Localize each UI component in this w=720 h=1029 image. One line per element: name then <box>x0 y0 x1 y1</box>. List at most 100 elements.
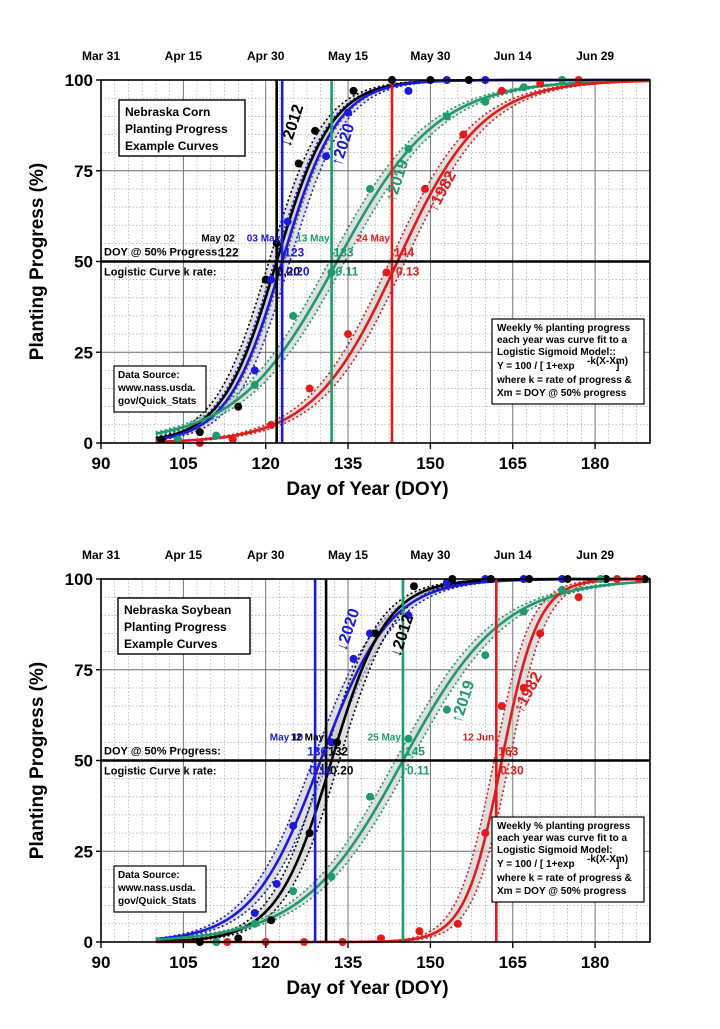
data-point-2012 <box>272 239 281 248</box>
data-points <box>157 76 583 447</box>
data-point-1982 <box>382 268 391 277</box>
date50-label-2012: May 02 <box>201 234 235 245</box>
model-line: Weekly % planting progress <box>497 821 631 832</box>
doy50-label: DOY @ 50% Progress: <box>104 247 221 259</box>
y-axis-title: Planting Progress (%) <box>27 662 48 859</box>
k-rate-value-1982: 0.30 <box>500 764 524 778</box>
data-point-2020 <box>404 86 413 95</box>
data-point-2019 <box>289 887 298 896</box>
x-tick-label: 105 <box>169 454 197 473</box>
top-date-label: Jun 29 <box>576 49 614 63</box>
data-point-2020 <box>272 879 281 888</box>
title-line: Nebraska Corn <box>125 105 210 119</box>
data-point-1982 <box>481 829 490 838</box>
chart-panel-2: 90 105 120 135 150 165 180 0 25 50 75 100 Mar 31 Apr … <box>27 548 651 999</box>
data-point-2019 <box>289 311 298 320</box>
data-point-2020 <box>250 908 259 917</box>
confidence-band-2020 <box>155 579 650 940</box>
model-box <box>491 318 645 405</box>
x-tick-label: 120 <box>252 953 280 972</box>
model-line: Logistic Sigmoid Model:: <box>497 347 616 358</box>
x-tick-label: 105 <box>169 953 197 972</box>
x-tick-label: 165 <box>499 454 527 473</box>
source-line: Data Source: <box>118 870 180 881</box>
title-line: Planting Progress <box>124 620 227 634</box>
data-point-2019 <box>366 792 375 801</box>
k-rate-value-2020: 0.16 <box>309 764 333 778</box>
top-date-label: May 30 <box>410 548 450 562</box>
data-point-2019 <box>442 112 451 121</box>
model-line: each year was curve fit to a <box>497 335 628 346</box>
date50-label-2019: 25 May <box>368 733 402 744</box>
top-date-label: May 15 <box>328 548 368 562</box>
y-tick-label: 50 <box>74 752 93 771</box>
doy50-value-1982: 163 <box>498 745 518 759</box>
y-tick-label: 75 <box>74 661 93 680</box>
data-point-1982 <box>536 79 545 88</box>
data-point-1982 <box>519 683 528 692</box>
date50-label-2019: 13 May <box>296 234 330 245</box>
data-point-2020 <box>404 611 413 620</box>
model-exponent: -k(X-Xm) <box>587 854 628 865</box>
date50-label-1982: 24 May <box>357 234 391 245</box>
chart-panel-1: 90 105 120 135 150 165 180 0 25 50 75 100 Mar 31 Apr … <box>27 49 651 500</box>
source-box <box>113 865 207 913</box>
fit-curve-2019 <box>155 79 651 435</box>
doy50-value-2019: 133 <box>334 246 354 260</box>
top-date-label: Jun 29 <box>576 548 614 562</box>
model-line: Logistic Sigmoid Model: <box>497 845 613 856</box>
data-point-2012 <box>371 629 380 638</box>
data-point-2019 <box>519 83 528 92</box>
doy50-value-2020: 130 <box>307 745 327 759</box>
data-point-2019 <box>404 144 413 153</box>
data-point-2012 <box>333 738 342 747</box>
x-tick-label: 180 <box>581 454 609 473</box>
y-tick-label: 75 <box>74 162 93 181</box>
x-tick-label: 135 <box>334 953 362 972</box>
top-date-label: Jun 14 <box>494 49 532 63</box>
model-formula: Y = 100 / [ 1+exp <box>497 859 575 870</box>
y-axis-title: Planting Progress (%) <box>27 163 48 360</box>
data-point-1982 <box>415 927 424 936</box>
data-point-2012 <box>409 582 418 591</box>
data-point-2019 <box>442 705 451 714</box>
data-point-2020 <box>344 108 353 117</box>
k-rate-value-2019: 0.11 <box>336 265 359 279</box>
data-point-1982 <box>420 184 429 193</box>
data-point-2019 <box>250 919 259 928</box>
model-line: Xm = DOY @ 50% progress <box>497 886 627 897</box>
doy50-value-2020: 123 <box>284 246 304 260</box>
upper-bound-1982 <box>155 79 651 443</box>
top-date-label: Mar 31 <box>82 548 120 562</box>
k-rate-value-2020: 0.20 <box>286 265 310 279</box>
data-point-2019 <box>327 268 336 277</box>
date50-label-2020: 03 May <box>247 234 281 245</box>
k-rate-value-2012: 0.20 <box>330 764 354 778</box>
doy50-value-2012: 122 <box>219 246 239 260</box>
title-line: Example Curves <box>125 139 219 153</box>
model-formula: Y = 100 / [ 1+exp <box>497 361 575 372</box>
model-bracket: ] <box>616 361 619 372</box>
top-date-label: Jun 14 <box>494 548 532 562</box>
model-exponent: -k(X-Xm) <box>587 356 628 367</box>
data-point-1982 <box>497 86 506 95</box>
data-point-2019 <box>481 651 490 660</box>
top-date-label: Apr 30 <box>247 49 285 63</box>
doy50-value-2019: 145 <box>405 745 425 759</box>
data-point-2020 <box>349 654 358 663</box>
data-point-2012 <box>234 934 243 943</box>
top-date-label: Apr 15 <box>165 548 203 562</box>
data-point-2019 <box>327 872 336 881</box>
fit-curve-1982 <box>155 79 651 444</box>
upper-bound-2019 <box>155 79 651 433</box>
source-line: gov/Quick_Stats <box>118 896 197 907</box>
data-point-1982 <box>344 330 353 339</box>
data-point-1982 <box>376 934 385 943</box>
y-tick-label: 100 <box>65 570 93 589</box>
model-box <box>491 816 645 903</box>
k-rate-value-2019: 0.11 <box>407 764 430 778</box>
x-tick-label: 90 <box>92 454 111 473</box>
data-point-2019 <box>173 435 182 444</box>
data-point-2020 <box>366 629 375 638</box>
lower-bound-1982 <box>155 80 651 443</box>
